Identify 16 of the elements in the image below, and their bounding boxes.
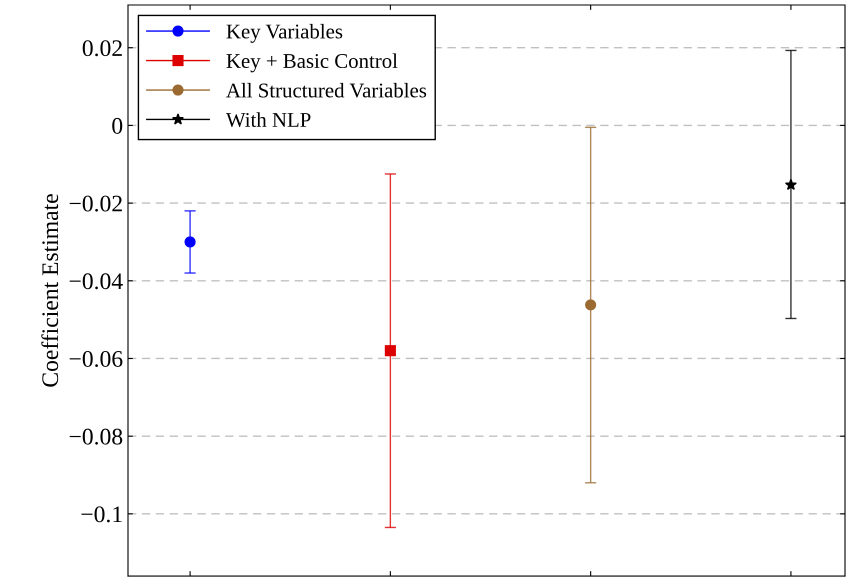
point (184, 236, 196, 248)
y-tick-label: −0.08 (70, 428, 122, 445)
y-tick-label: −0.02 (70, 196, 122, 212)
y-tick-label: −0.06 (70, 350, 122, 368)
point (585, 299, 596, 310)
y-axis-title: Coefficient Estimate (41, 194, 58, 387)
legend-label: All Structured Variables (226, 82, 426, 98)
y-tick-label: 0 (112, 118, 122, 134)
legend-label: With NLP (226, 112, 310, 128)
legend-label: Key Variables (226, 24, 342, 43)
legend-label: Key + Basic Control (226, 53, 398, 72)
y-tick-label: −0.1 (81, 506, 122, 522)
y-tick-label: −0.04 (70, 273, 123, 290)
y-tick-label: 0.02 (82, 40, 122, 56)
point (784, 178, 797, 190)
point (384, 345, 396, 356)
